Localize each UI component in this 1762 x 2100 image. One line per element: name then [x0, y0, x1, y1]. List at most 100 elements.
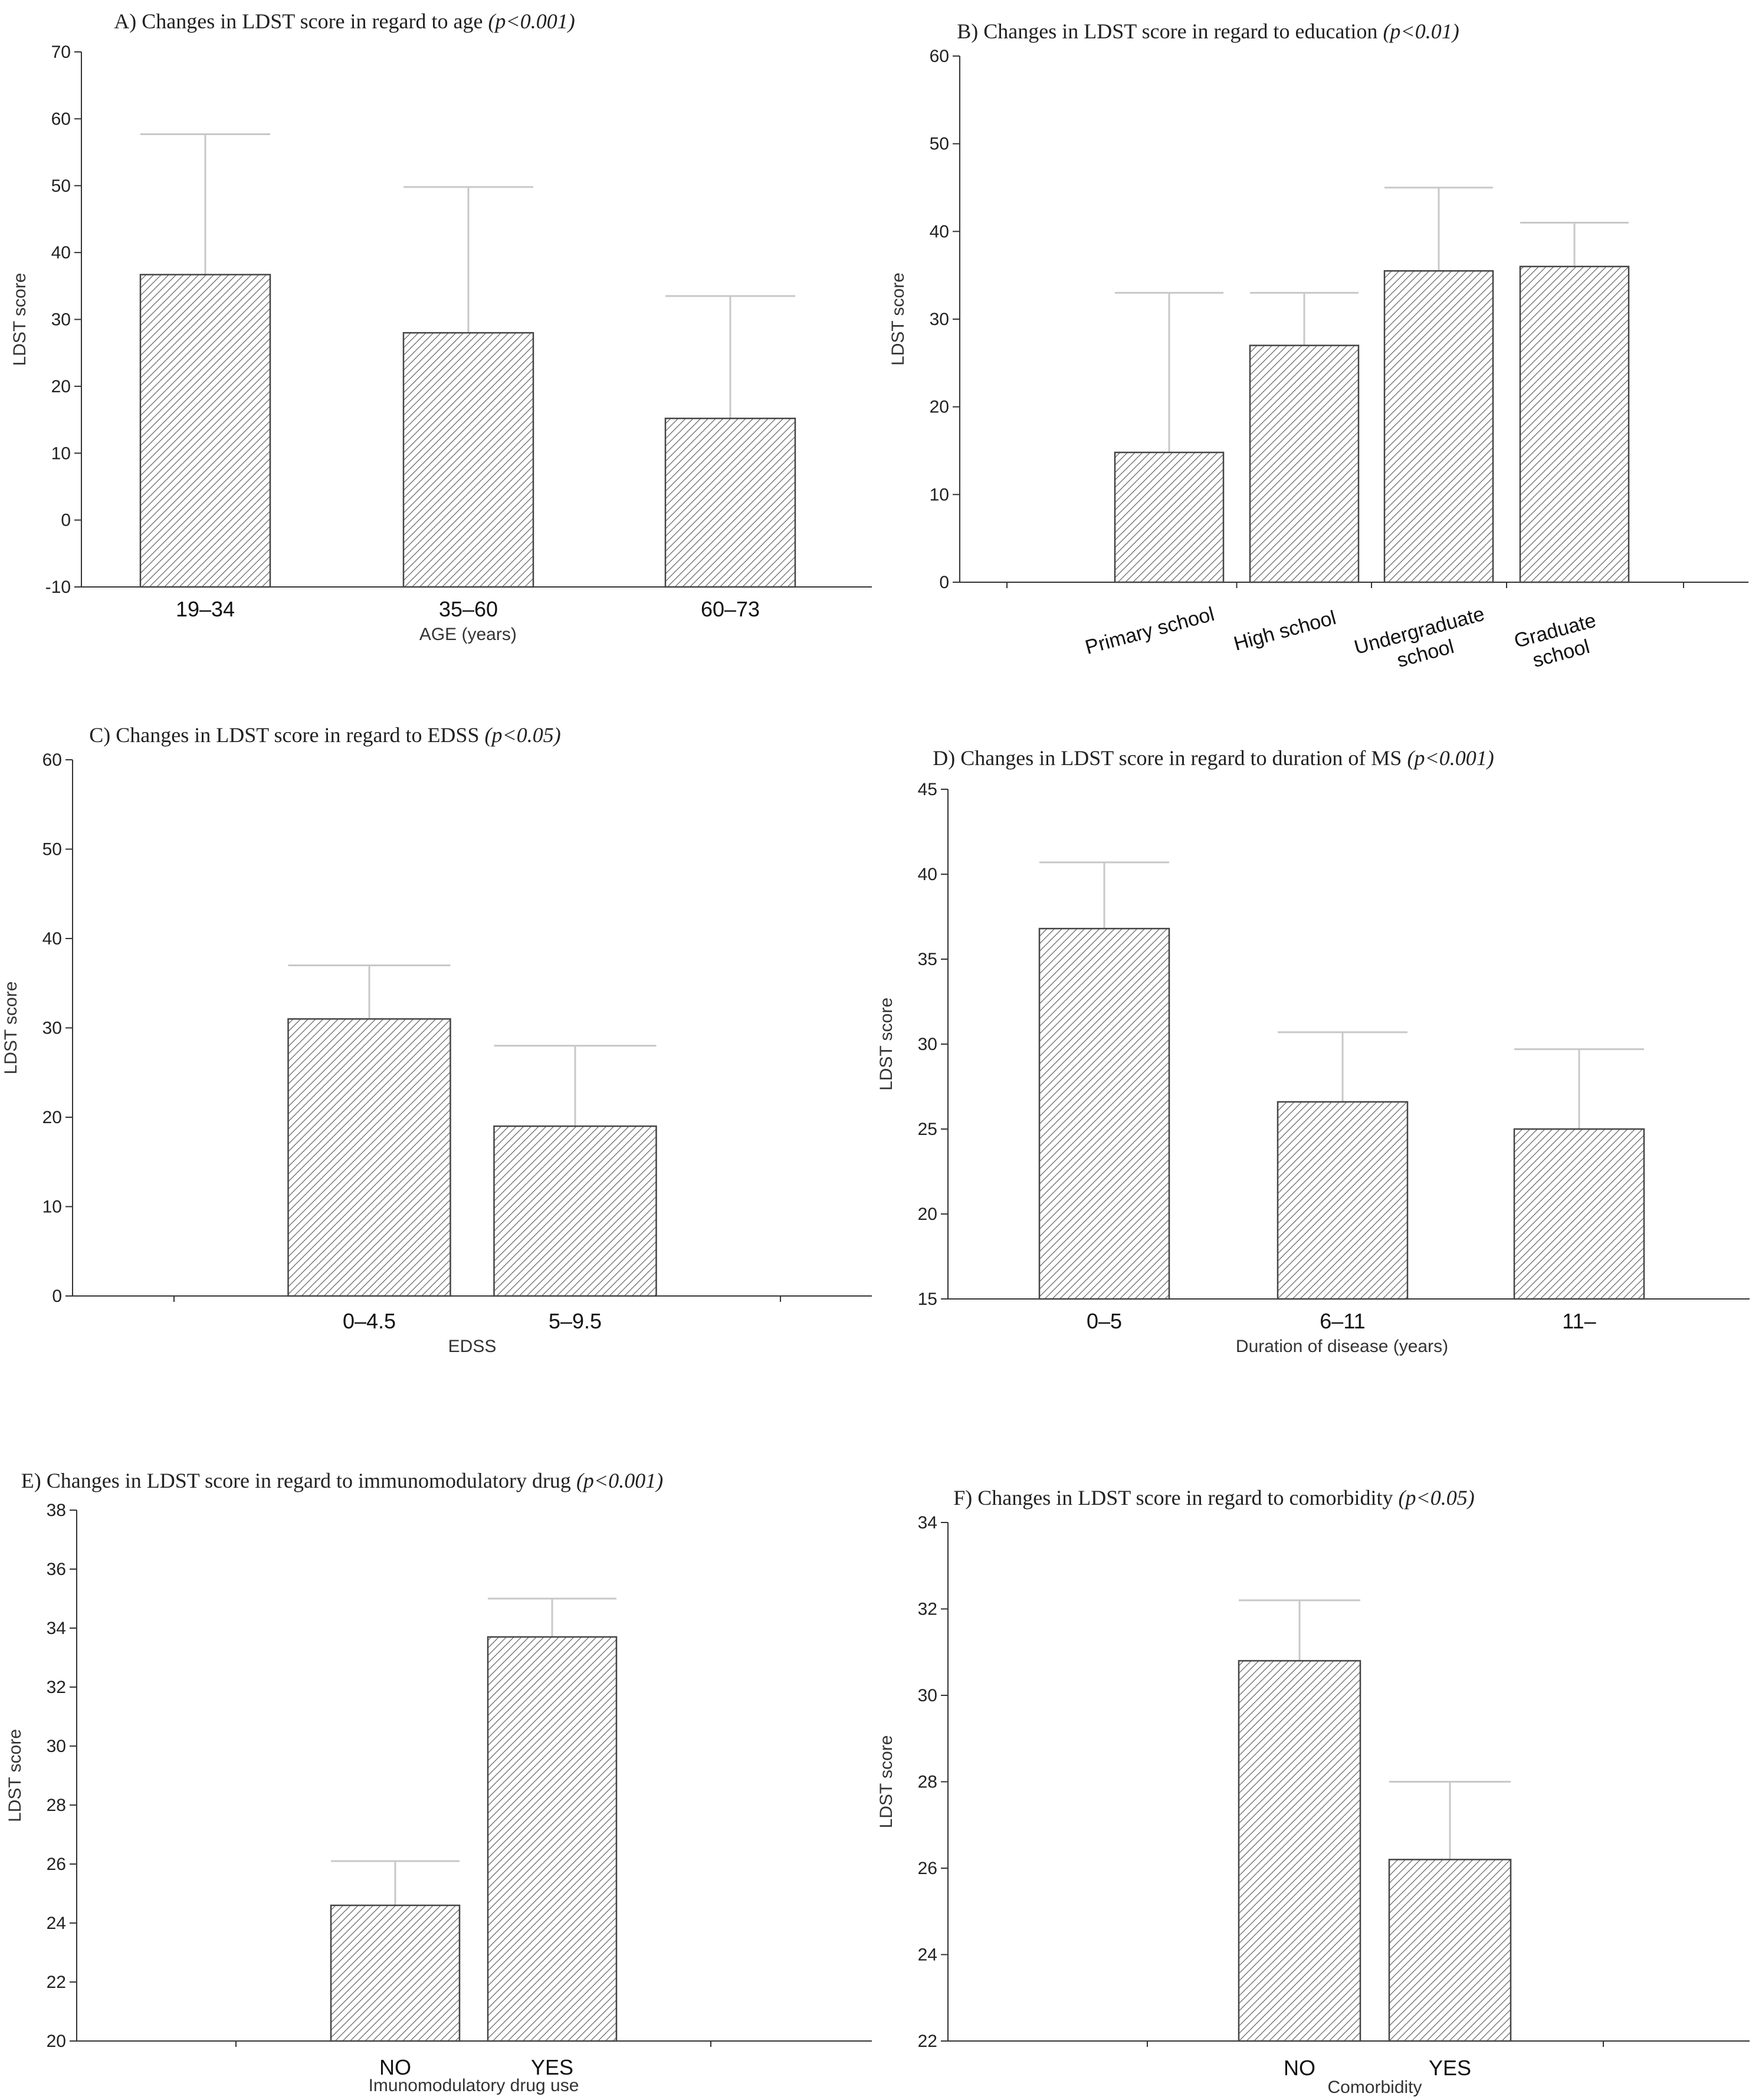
chart-p-value: (p<0.001): [488, 9, 575, 33]
y-tick-label: 10: [51, 444, 71, 463]
chart-title: A) Changes in LDST score in regard to ag…: [114, 9, 575, 33]
bar-2: [1249, 344, 1360, 583]
y-tick-label: 28: [918, 1773, 937, 1792]
chart-p-value: (p<0.01): [1383, 19, 1459, 43]
category-label: Primary school: [1083, 603, 1217, 659]
y-tick-label: 20: [47, 2032, 66, 2051]
chart-panel-a: A) Changes in LDST score in regard to ag…: [0, 0, 881, 696]
category-label: 11–: [1562, 1309, 1596, 1333]
bar-2: [493, 1125, 657, 1297]
x-axis-label: Imunomodulatory drug use: [369, 2076, 579, 2095]
chart-panel-c: C) Changes in LDST score in regard to ED…: [0, 696, 881, 1392]
category-label: Graduateschool: [1512, 609, 1604, 675]
category-label: Undergraduateschool: [1352, 603, 1493, 682]
y-tick-label: 50: [930, 134, 949, 154]
y-tick-label: 24: [47, 1914, 66, 1933]
y-tick-label: 26: [47, 1855, 66, 1874]
chart-f: F) Changes in LDST score in regard to co…: [877, 1486, 1750, 2097]
y-tick-label: 40: [918, 865, 937, 884]
y-axis-label: LDST score: [5, 1729, 25, 1822]
y-tick-label: 10: [42, 1197, 62, 1217]
y-tick-label: 45: [918, 780, 937, 799]
y-tick-label: 32: [47, 1678, 66, 1697]
y-tick-label: 70: [51, 42, 71, 62]
category-label: NO: [1284, 2056, 1315, 2080]
chart-title-text: E) Changes in LDST score in regard to im…: [21, 1469, 576, 1492]
category-label: 19–34: [176, 597, 235, 621]
y-tick-label: 38: [47, 1501, 66, 1520]
category-label: NO: [379, 2055, 411, 2079]
y-tick-label: 25: [918, 1120, 937, 1139]
category-label: YES: [1429, 2056, 1471, 2080]
chart-title: E) Changes in LDST score in regard to im…: [21, 1469, 663, 1492]
chart-b: B) Changes in LDST score in regard to ed…: [888, 19, 1748, 682]
bar-2: [402, 332, 534, 588]
chart-panel-b: B) Changes in LDST score in regard to ed…: [881, 0, 1762, 696]
chart-c: C) Changes in LDST score in regard to ED…: [1, 723, 872, 1356]
chart-title: B) Changes in LDST score in regard to ed…: [957, 19, 1459, 43]
bar-1: [1238, 1660, 1361, 2042]
y-axis-label: LDST score: [10, 273, 29, 366]
y-tick-label: 30: [918, 1686, 937, 1705]
chart-title-text: F) Changes in LDST score in regard to co…: [953, 1486, 1398, 1510]
x-axis-label: AGE (years): [419, 625, 517, 644]
category-label: YES: [531, 2055, 573, 2079]
y-tick-label: 50: [51, 176, 71, 196]
category-label: 35–60: [439, 597, 498, 621]
y-tick-label: 34: [918, 1513, 937, 1533]
bar-1: [1038, 927, 1170, 1300]
y-tick-label: 24: [918, 1945, 937, 1965]
bar-2: [1388, 1859, 1512, 2042]
chart-p-value: (p<0.001): [1407, 746, 1494, 770]
y-tick-label: 10: [930, 485, 949, 504]
chart-title-text: C) Changes in LDST score in regard to ED…: [89, 723, 484, 747]
chart-a: A) Changes in LDST score in regard to ag…: [10, 9, 872, 644]
bar-4: [1519, 265, 1630, 583]
y-tick-label: 30: [42, 1019, 62, 1038]
y-axis-label: LDST score: [877, 998, 896, 1091]
y-tick-label: 60: [51, 109, 71, 129]
chart-title-text: A) Changes in LDST score in regard to ag…: [114, 9, 488, 33]
chart-d: D) Changes in LDST score in regard to du…: [877, 746, 1750, 1356]
chart-title-text: D) Changes in LDST score in regard to du…: [933, 746, 1407, 770]
y-axis-label: LDST score: [877, 1735, 896, 1829]
y-tick-label: 35: [918, 950, 937, 969]
chart-panel-f: F) Changes in LDST score in regard to co…: [877, 1392, 1762, 2100]
chart-title-text: B) Changes in LDST score in regard to ed…: [957, 19, 1383, 43]
y-tick-label: 40: [51, 243, 71, 262]
y-tick-label: 36: [47, 1560, 66, 1579]
category-label: 5–9.5: [549, 1309, 602, 1333]
y-tick-label: 30: [918, 1035, 937, 1054]
bar-3: [1383, 270, 1494, 583]
category-label: 60–73: [701, 597, 760, 621]
y-tick-label: 26: [918, 1859, 937, 1878]
category-label: High school: [1231, 606, 1338, 655]
y-tick-label: 20: [42, 1108, 62, 1127]
chart-p-value: (p<0.001): [576, 1469, 663, 1492]
y-tick-label: 40: [42, 929, 62, 949]
y-tick-label: 40: [930, 222, 949, 241]
chart-p-value: (p<0.05): [484, 723, 560, 747]
y-tick-label: 22: [47, 1973, 66, 1992]
x-axis-label: Comorbidity: [1327, 2078, 1422, 2097]
y-axis-label: LDST score: [888, 273, 908, 366]
chart-title: D) Changes in LDST score in regard to du…: [933, 746, 1494, 770]
x-axis-label: EDSS: [448, 1337, 497, 1356]
y-tick-label: 28: [47, 1796, 66, 1815]
bar-3: [664, 418, 796, 588]
chart-panel-e: E) Changes in LDST score in regard to im…: [0, 1392, 881, 2100]
chart-title: F) Changes in LDST score in regard to co…: [953, 1486, 1475, 1510]
chart-title: C) Changes in LDST score in regard to ED…: [89, 723, 561, 747]
y-axis-label: LDST score: [1, 982, 21, 1075]
chart-e: E) Changes in LDST score in regard to im…: [5, 1469, 872, 2095]
chart-panel-d: D) Changes in LDST score in regard to du…: [877, 696, 1762, 1392]
bar-1: [287, 1018, 451, 1297]
y-tick-label: 0: [939, 573, 949, 592]
y-tick-label: 30: [930, 310, 949, 329]
y-tick-label: 20: [930, 398, 949, 417]
y-tick-label: 22: [918, 2032, 937, 2051]
bar-3: [1513, 1128, 1645, 1300]
y-tick-label: 60: [42, 750, 62, 770]
y-tick-label: 15: [918, 1289, 937, 1309]
bar-1: [1114, 451, 1225, 583]
